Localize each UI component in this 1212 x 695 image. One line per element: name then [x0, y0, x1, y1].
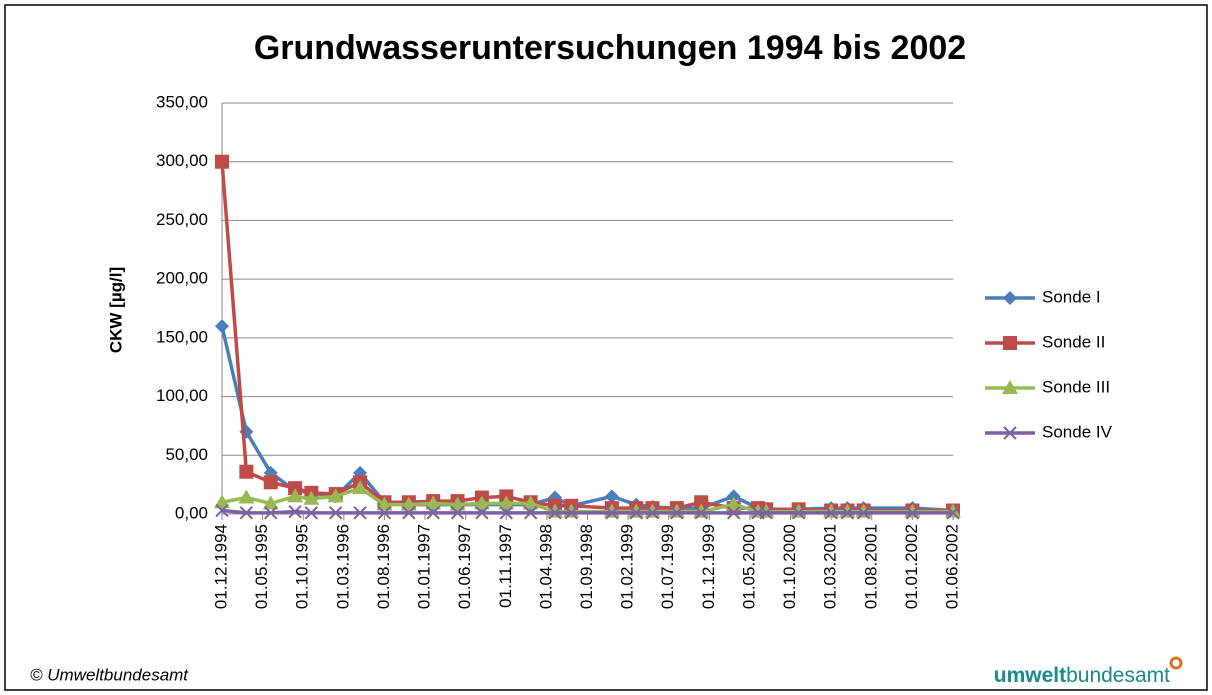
legend-label: Sonde IV: [1042, 422, 1113, 441]
logo-mark: [1169, 656, 1183, 670]
marker: [377, 506, 392, 520]
marker: [629, 506, 643, 520]
marker: [824, 506, 838, 520]
marker: [263, 475, 278, 490]
marker: [400, 496, 417, 511]
marker: [327, 488, 344, 503]
marker: [499, 506, 513, 520]
x-tick-label: 01.06.2002: [942, 524, 961, 609]
marker: [725, 496, 742, 511]
chart-title: Grundwasseruntersuchungen 1994 bis 2002: [254, 29, 966, 67]
x-tick-label: 01.03.1996: [333, 524, 352, 609]
marker: [288, 504, 302, 519]
marker: [329, 506, 343, 520]
marker: [604, 489, 619, 504]
marker: [498, 495, 515, 510]
y-tick-label: 0,00: [175, 503, 208, 522]
x-tick-label: 01.06.1997: [455, 524, 474, 609]
legend-marker: [1003, 336, 1017, 350]
marker: [726, 489, 741, 504]
x-tick-label: 01.01.2002: [902, 524, 921, 609]
marker: [449, 496, 466, 511]
marker: [262, 495, 279, 510]
marker: [759, 506, 773, 520]
y-tick-label: 200,00: [156, 269, 208, 288]
x-tick-label: 01.07.1999: [658, 524, 677, 609]
x-tick-label: 01.05.2000: [739, 524, 758, 609]
marker: [426, 506, 440, 520]
marker: [905, 506, 920, 520]
marker: [303, 490, 320, 505]
marker: [791, 506, 806, 520]
y-tick-label: 150,00: [156, 327, 208, 346]
marker: [352, 480, 369, 495]
y-tick-label: 250,00: [156, 210, 208, 229]
x-tick-label: 01.10.1995: [293, 524, 312, 609]
marker: [402, 506, 416, 520]
marker: [239, 464, 254, 479]
marker: [215, 319, 229, 334]
x-tick-label: 01.10.2000: [780, 524, 799, 609]
legend-marker: [1003, 291, 1017, 305]
x-tick-label: 01.05.1995: [252, 524, 271, 609]
marker: [564, 506, 578, 520]
y-tick-label: 100,00: [156, 386, 208, 405]
marker: [523, 506, 538, 520]
y-tick-label: 300,00: [156, 151, 208, 170]
logo-rest: bundesamt: [1066, 664, 1170, 687]
legend-marker: [1003, 426, 1017, 440]
marker: [288, 481, 303, 496]
marker: [450, 506, 465, 520]
x-tick-label: 01.11.1997: [496, 524, 515, 608]
x-tick-label: 01.02.1999: [618, 524, 637, 609]
logo-bold: umwelt: [994, 664, 1066, 687]
marker: [694, 506, 708, 520]
marker: [645, 506, 660, 520]
x-tick-label: 01.12.1999: [699, 524, 718, 609]
marker: [425, 495, 442, 510]
marker: [215, 154, 229, 169]
legend-label: Sonde III: [1042, 377, 1110, 396]
marker: [694, 495, 709, 510]
x-tick-label: 01.03.2001: [821, 524, 840, 609]
x-tick-label: 01.12.1994: [211, 524, 230, 609]
marker: [522, 495, 539, 510]
marker: [304, 506, 319, 520]
marker: [353, 506, 367, 520]
y-axis-label: CKW [µg/l]: [106, 267, 125, 353]
marker: [475, 506, 489, 520]
x-tick-label: 01.08.1996: [374, 524, 393, 609]
x-tick-label: 01.09.1998: [577, 524, 596, 609]
legend-label: Sonde II: [1042, 332, 1105, 351]
y-tick-label: 50,00: [165, 445, 208, 464]
marker: [214, 494, 230, 509]
marker: [238, 489, 255, 504]
marker: [946, 506, 960, 520]
x-tick-label: 01.01.1997: [415, 524, 434, 609]
marker: [856, 506, 871, 520]
marker: [605, 506, 619, 520]
legend-marker: [1002, 380, 1018, 394]
marker: [239, 506, 254, 520]
marker: [670, 506, 684, 520]
legend-label: Sonde I: [1042, 287, 1101, 306]
marker: [215, 503, 229, 518]
marker: [287, 488, 304, 503]
x-tick-label: 01.08.2001: [861, 524, 880, 609]
marker: [376, 496, 393, 511]
marker: [726, 506, 741, 520]
marker: [548, 506, 562, 520]
marker: [264, 506, 278, 520]
copyright: © Umweltbundesamt: [30, 665, 189, 684]
logo: umweltbundesamt: [994, 664, 1170, 687]
x-tick-label: 01.04.1998: [536, 524, 555, 609]
series-line: [221, 508, 953, 515]
y-tick-label: 350,00: [156, 92, 208, 111]
marker: [840, 506, 855, 520]
marker: [473, 495, 490, 510]
